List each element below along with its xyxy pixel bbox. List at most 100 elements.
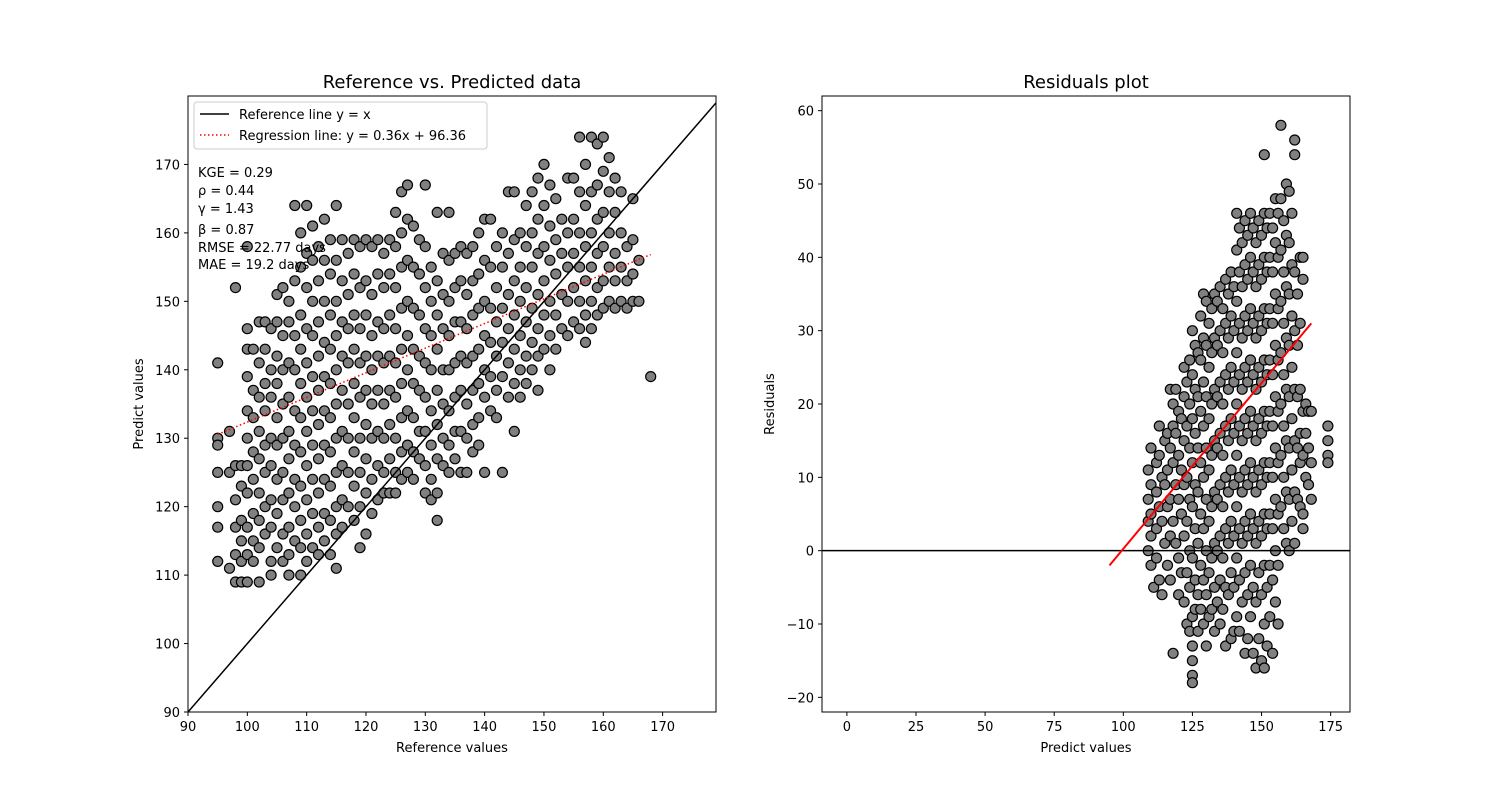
data-point [283, 391, 295, 403]
data-point [1233, 523, 1246, 535]
data-point [1278, 369, 1290, 381]
data-point [1222, 288, 1235, 300]
data-point [1214, 479, 1226, 491]
data-point [241, 371, 253, 383]
y-tick-label: 100 [155, 638, 180, 653]
data-point [1186, 640, 1199, 652]
data-point [1258, 662, 1270, 674]
data-point [1228, 479, 1240, 491]
data-point [295, 412, 307, 424]
data-point [1266, 647, 1279, 659]
data-point [1145, 530, 1157, 542]
data-point [289, 199, 301, 212]
data-point [431, 384, 443, 396]
data-point [342, 288, 354, 301]
data-point [502, 288, 514, 301]
data-point [1261, 581, 1273, 593]
data-point [265, 521, 277, 533]
data-point [295, 480, 307, 492]
data-point [1250, 537, 1262, 549]
data-point [1153, 449, 1165, 461]
data-point [1322, 420, 1334, 432]
data-point [354, 432, 366, 444]
y-axis-ticks: 90 100 110 120 130 140 150 160 170 [155, 158, 188, 721]
data-point [1217, 603, 1229, 615]
y-tick-label: 110 [155, 569, 180, 584]
data-point [526, 364, 538, 376]
data-point [324, 234, 336, 246]
data-point [1214, 325, 1226, 337]
data-point [253, 514, 265, 527]
data-point [401, 364, 414, 376]
data-point [253, 425, 265, 437]
data-point [212, 357, 224, 369]
data-point [1172, 552, 1185, 564]
data-point [526, 227, 538, 239]
x-tick-label: 50 [977, 720, 994, 735]
x-tick-label: 150 [532, 720, 557, 735]
data-point [1275, 295, 1287, 307]
data-point [1233, 471, 1246, 483]
data-point [1184, 354, 1196, 366]
data-point [1219, 317, 1232, 329]
stat-rho: ρ = 0.44 [198, 184, 254, 199]
data-point [1291, 442, 1304, 454]
data-point [485, 371, 497, 383]
data-point [1272, 559, 1284, 571]
data-point [538, 343, 550, 355]
data-point [396, 227, 408, 239]
data-point [591, 179, 603, 191]
data-point [378, 282, 390, 294]
data-point [1266, 222, 1279, 234]
data-point [1225, 515, 1237, 527]
data-point [1239, 259, 1251, 271]
data-point [1211, 493, 1223, 505]
data-point [1206, 603, 1218, 615]
data-point [265, 460, 277, 472]
data-point [443, 295, 455, 307]
data-point [1208, 625, 1221, 637]
data-point [390, 323, 402, 335]
data-point [532, 288, 544, 301]
data-point [1250, 281, 1262, 293]
data-point [330, 364, 342, 376]
data-point [1178, 435, 1190, 447]
data-point [223, 562, 236, 574]
data-point [307, 220, 319, 232]
data-point [443, 439, 455, 451]
data-point [1217, 347, 1229, 359]
data-point [301, 494, 313, 506]
data-point [324, 446, 336, 458]
data-point [1278, 215, 1290, 227]
data-point [1164, 574, 1176, 586]
data-point [627, 234, 639, 246]
data-point [1200, 589, 1212, 601]
x-tick-label: 75 [1046, 720, 1063, 735]
x-tick-label: 100 [1111, 720, 1136, 735]
data-point [461, 466, 473, 478]
data-point [1222, 537, 1235, 549]
data-point [425, 330, 437, 342]
data-point [1269, 237, 1282, 249]
data-point [431, 343, 443, 355]
data-point [1244, 559, 1257, 571]
data-point [597, 275, 609, 287]
data-point [1253, 633, 1265, 645]
data-point [496, 261, 508, 273]
data-point [1239, 464, 1251, 476]
data-point [550, 309, 562, 321]
data-point [396, 377, 408, 390]
data-point [312, 316, 325, 328]
data-point [1283, 237, 1295, 249]
data-point [1286, 207, 1298, 219]
data-point [259, 501, 271, 513]
data-point [301, 555, 313, 568]
data-point [1231, 501, 1243, 513]
data-point [1217, 449, 1229, 461]
data-point [1217, 501, 1229, 513]
data-point [585, 295, 598, 307]
data-point [1297, 251, 1309, 263]
data-point [597, 241, 609, 253]
data-point [1239, 567, 1251, 579]
data-point [265, 391, 277, 403]
